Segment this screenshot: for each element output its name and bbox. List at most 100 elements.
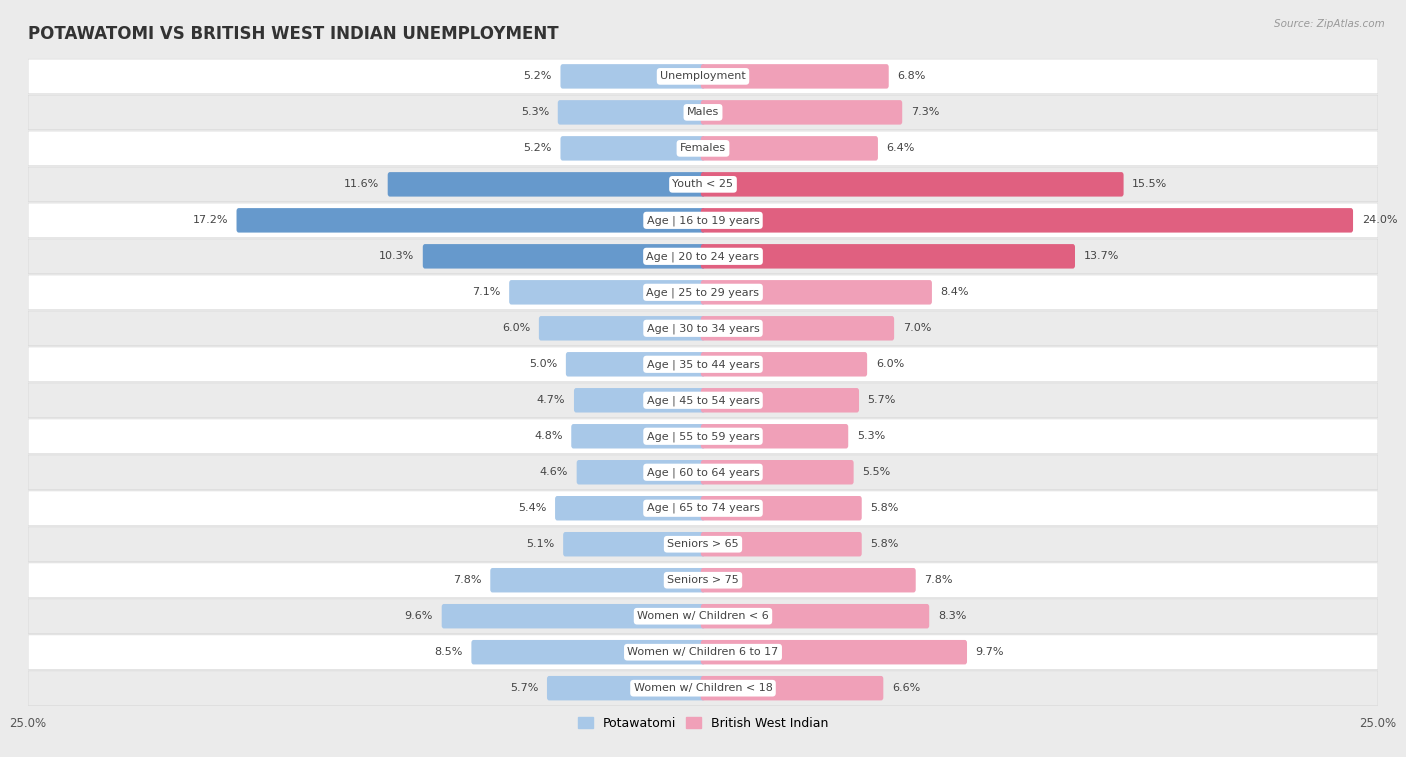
Text: 5.5%: 5.5%	[862, 467, 890, 477]
FancyBboxPatch shape	[700, 424, 848, 448]
FancyBboxPatch shape	[700, 460, 853, 484]
FancyBboxPatch shape	[28, 311, 1378, 346]
FancyBboxPatch shape	[28, 599, 1378, 634]
Text: 15.5%: 15.5%	[1132, 179, 1167, 189]
Text: 5.3%: 5.3%	[520, 107, 550, 117]
Text: 8.5%: 8.5%	[434, 647, 463, 657]
FancyBboxPatch shape	[564, 532, 706, 556]
FancyBboxPatch shape	[423, 244, 706, 269]
FancyBboxPatch shape	[700, 280, 932, 304]
FancyBboxPatch shape	[700, 100, 903, 125]
Text: 17.2%: 17.2%	[193, 215, 228, 226]
Text: 5.3%: 5.3%	[856, 431, 886, 441]
FancyBboxPatch shape	[700, 676, 883, 700]
FancyBboxPatch shape	[28, 59, 1378, 94]
Text: Age | 20 to 24 years: Age | 20 to 24 years	[647, 251, 759, 262]
Text: Age | 55 to 59 years: Age | 55 to 59 years	[647, 431, 759, 441]
Text: 5.4%: 5.4%	[517, 503, 547, 513]
Text: 7.1%: 7.1%	[472, 288, 501, 298]
Text: 6.8%: 6.8%	[897, 71, 925, 82]
Text: 4.6%: 4.6%	[540, 467, 568, 477]
Text: Women w/ Children 6 to 17: Women w/ Children 6 to 17	[627, 647, 779, 657]
Text: Seniors > 65: Seniors > 65	[668, 539, 738, 550]
Text: 9.7%: 9.7%	[976, 647, 1004, 657]
FancyBboxPatch shape	[700, 64, 889, 89]
FancyBboxPatch shape	[28, 635, 1378, 669]
Text: Age | 30 to 34 years: Age | 30 to 34 years	[647, 323, 759, 334]
FancyBboxPatch shape	[28, 455, 1378, 490]
Text: 5.2%: 5.2%	[523, 143, 551, 154]
FancyBboxPatch shape	[574, 388, 706, 413]
Text: Youth < 25: Youth < 25	[672, 179, 734, 189]
FancyBboxPatch shape	[28, 563, 1378, 597]
FancyBboxPatch shape	[471, 640, 706, 665]
Text: 8.3%: 8.3%	[938, 611, 966, 621]
FancyBboxPatch shape	[28, 275, 1378, 310]
FancyBboxPatch shape	[28, 131, 1378, 166]
FancyBboxPatch shape	[28, 95, 1378, 129]
Text: 6.6%: 6.6%	[891, 683, 920, 693]
FancyBboxPatch shape	[28, 383, 1378, 418]
Text: Age | 45 to 54 years: Age | 45 to 54 years	[647, 395, 759, 406]
Text: 5.8%: 5.8%	[870, 539, 898, 550]
Text: Age | 65 to 74 years: Age | 65 to 74 years	[647, 503, 759, 513]
FancyBboxPatch shape	[700, 568, 915, 593]
FancyBboxPatch shape	[700, 352, 868, 376]
Text: Women w/ Children < 18: Women w/ Children < 18	[634, 683, 772, 693]
Text: 24.0%: 24.0%	[1361, 215, 1398, 226]
Text: 7.8%: 7.8%	[453, 575, 482, 585]
Text: 5.8%: 5.8%	[870, 503, 898, 513]
Text: Males: Males	[688, 107, 718, 117]
FancyBboxPatch shape	[28, 491, 1378, 525]
Text: Source: ZipAtlas.com: Source: ZipAtlas.com	[1274, 19, 1385, 29]
FancyBboxPatch shape	[538, 316, 706, 341]
FancyBboxPatch shape	[700, 604, 929, 628]
FancyBboxPatch shape	[555, 496, 706, 521]
Text: 9.6%: 9.6%	[405, 611, 433, 621]
FancyBboxPatch shape	[28, 347, 1378, 382]
Legend: Potawatomi, British West Indian: Potawatomi, British West Indian	[572, 712, 834, 735]
Text: 6.0%: 6.0%	[876, 360, 904, 369]
FancyBboxPatch shape	[28, 527, 1378, 562]
Text: Age | 60 to 64 years: Age | 60 to 64 years	[647, 467, 759, 478]
Text: 11.6%: 11.6%	[344, 179, 380, 189]
FancyBboxPatch shape	[700, 316, 894, 341]
FancyBboxPatch shape	[558, 100, 706, 125]
FancyBboxPatch shape	[700, 532, 862, 556]
FancyBboxPatch shape	[441, 604, 706, 628]
FancyBboxPatch shape	[700, 136, 877, 160]
FancyBboxPatch shape	[28, 419, 1378, 453]
Text: POTAWATOMI VS BRITISH WEST INDIAN UNEMPLOYMENT: POTAWATOMI VS BRITISH WEST INDIAN UNEMPL…	[28, 25, 558, 43]
FancyBboxPatch shape	[509, 280, 706, 304]
Text: 10.3%: 10.3%	[378, 251, 415, 261]
FancyBboxPatch shape	[565, 352, 706, 376]
FancyBboxPatch shape	[571, 424, 706, 448]
FancyBboxPatch shape	[700, 208, 1353, 232]
FancyBboxPatch shape	[236, 208, 706, 232]
FancyBboxPatch shape	[700, 496, 862, 521]
Text: 5.0%: 5.0%	[529, 360, 557, 369]
FancyBboxPatch shape	[561, 136, 706, 160]
FancyBboxPatch shape	[700, 172, 1123, 197]
FancyBboxPatch shape	[700, 244, 1076, 269]
FancyBboxPatch shape	[700, 388, 859, 413]
Text: Females: Females	[681, 143, 725, 154]
Text: Age | 35 to 44 years: Age | 35 to 44 years	[647, 359, 759, 369]
Text: 6.0%: 6.0%	[502, 323, 530, 333]
FancyBboxPatch shape	[28, 203, 1378, 238]
Text: 4.7%: 4.7%	[537, 395, 565, 405]
FancyBboxPatch shape	[700, 640, 967, 665]
FancyBboxPatch shape	[28, 167, 1378, 201]
Text: 5.7%: 5.7%	[510, 683, 538, 693]
Text: 7.3%: 7.3%	[911, 107, 939, 117]
FancyBboxPatch shape	[547, 676, 706, 700]
Text: 5.1%: 5.1%	[526, 539, 554, 550]
Text: 5.2%: 5.2%	[523, 71, 551, 82]
FancyBboxPatch shape	[491, 568, 706, 593]
Text: 7.0%: 7.0%	[903, 323, 931, 333]
Text: 7.8%: 7.8%	[924, 575, 953, 585]
Text: Unemployment: Unemployment	[661, 71, 745, 82]
FancyBboxPatch shape	[28, 671, 1378, 706]
Text: 13.7%: 13.7%	[1084, 251, 1119, 261]
FancyBboxPatch shape	[576, 460, 706, 484]
